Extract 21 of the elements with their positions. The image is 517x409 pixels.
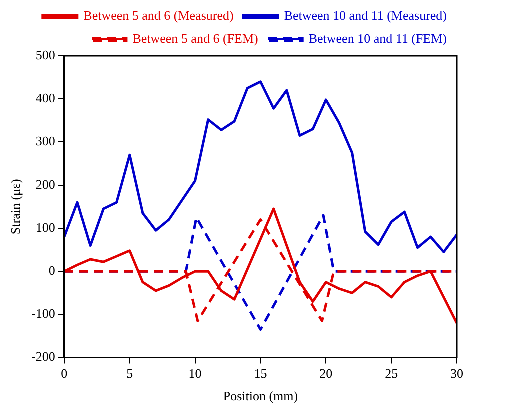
y-axis-title: Strain (με) (8, 179, 24, 235)
y-tick-label: -100 (32, 306, 56, 322)
x-tick-label: 0 (61, 366, 68, 382)
y-tick-label: 0 (48, 262, 56, 278)
x-tick-label: 10 (188, 366, 202, 382)
y-tick-label: 100 (36, 220, 56, 235)
x-axis-title: Position (mm) (223, 388, 298, 404)
legend-label: Between 10 and 11 (FEM) (308, 30, 448, 46)
x-tick-label: 20 (320, 366, 333, 382)
y-tick-label: -200 (32, 349, 56, 364)
y-tick-label: 300 (36, 134, 56, 149)
x-tick-label: 15 (254, 366, 268, 382)
x-tick-label: 5 (126, 366, 134, 382)
legend-label: Between 5 and 6 (FEM) (132, 30, 258, 46)
x-tick-label: 30 (450, 366, 464, 382)
y-tick-label: 500 (36, 47, 56, 62)
y-tick-label: 400 (36, 90, 56, 106)
legend-label: Between 10 and 11 (Measured) (284, 8, 448, 23)
x-tick-label: 25 (385, 366, 398, 382)
y-tick-label: 200 (36, 176, 56, 192)
legend-label: Between 5 and 6 (Measured) (84, 8, 234, 23)
